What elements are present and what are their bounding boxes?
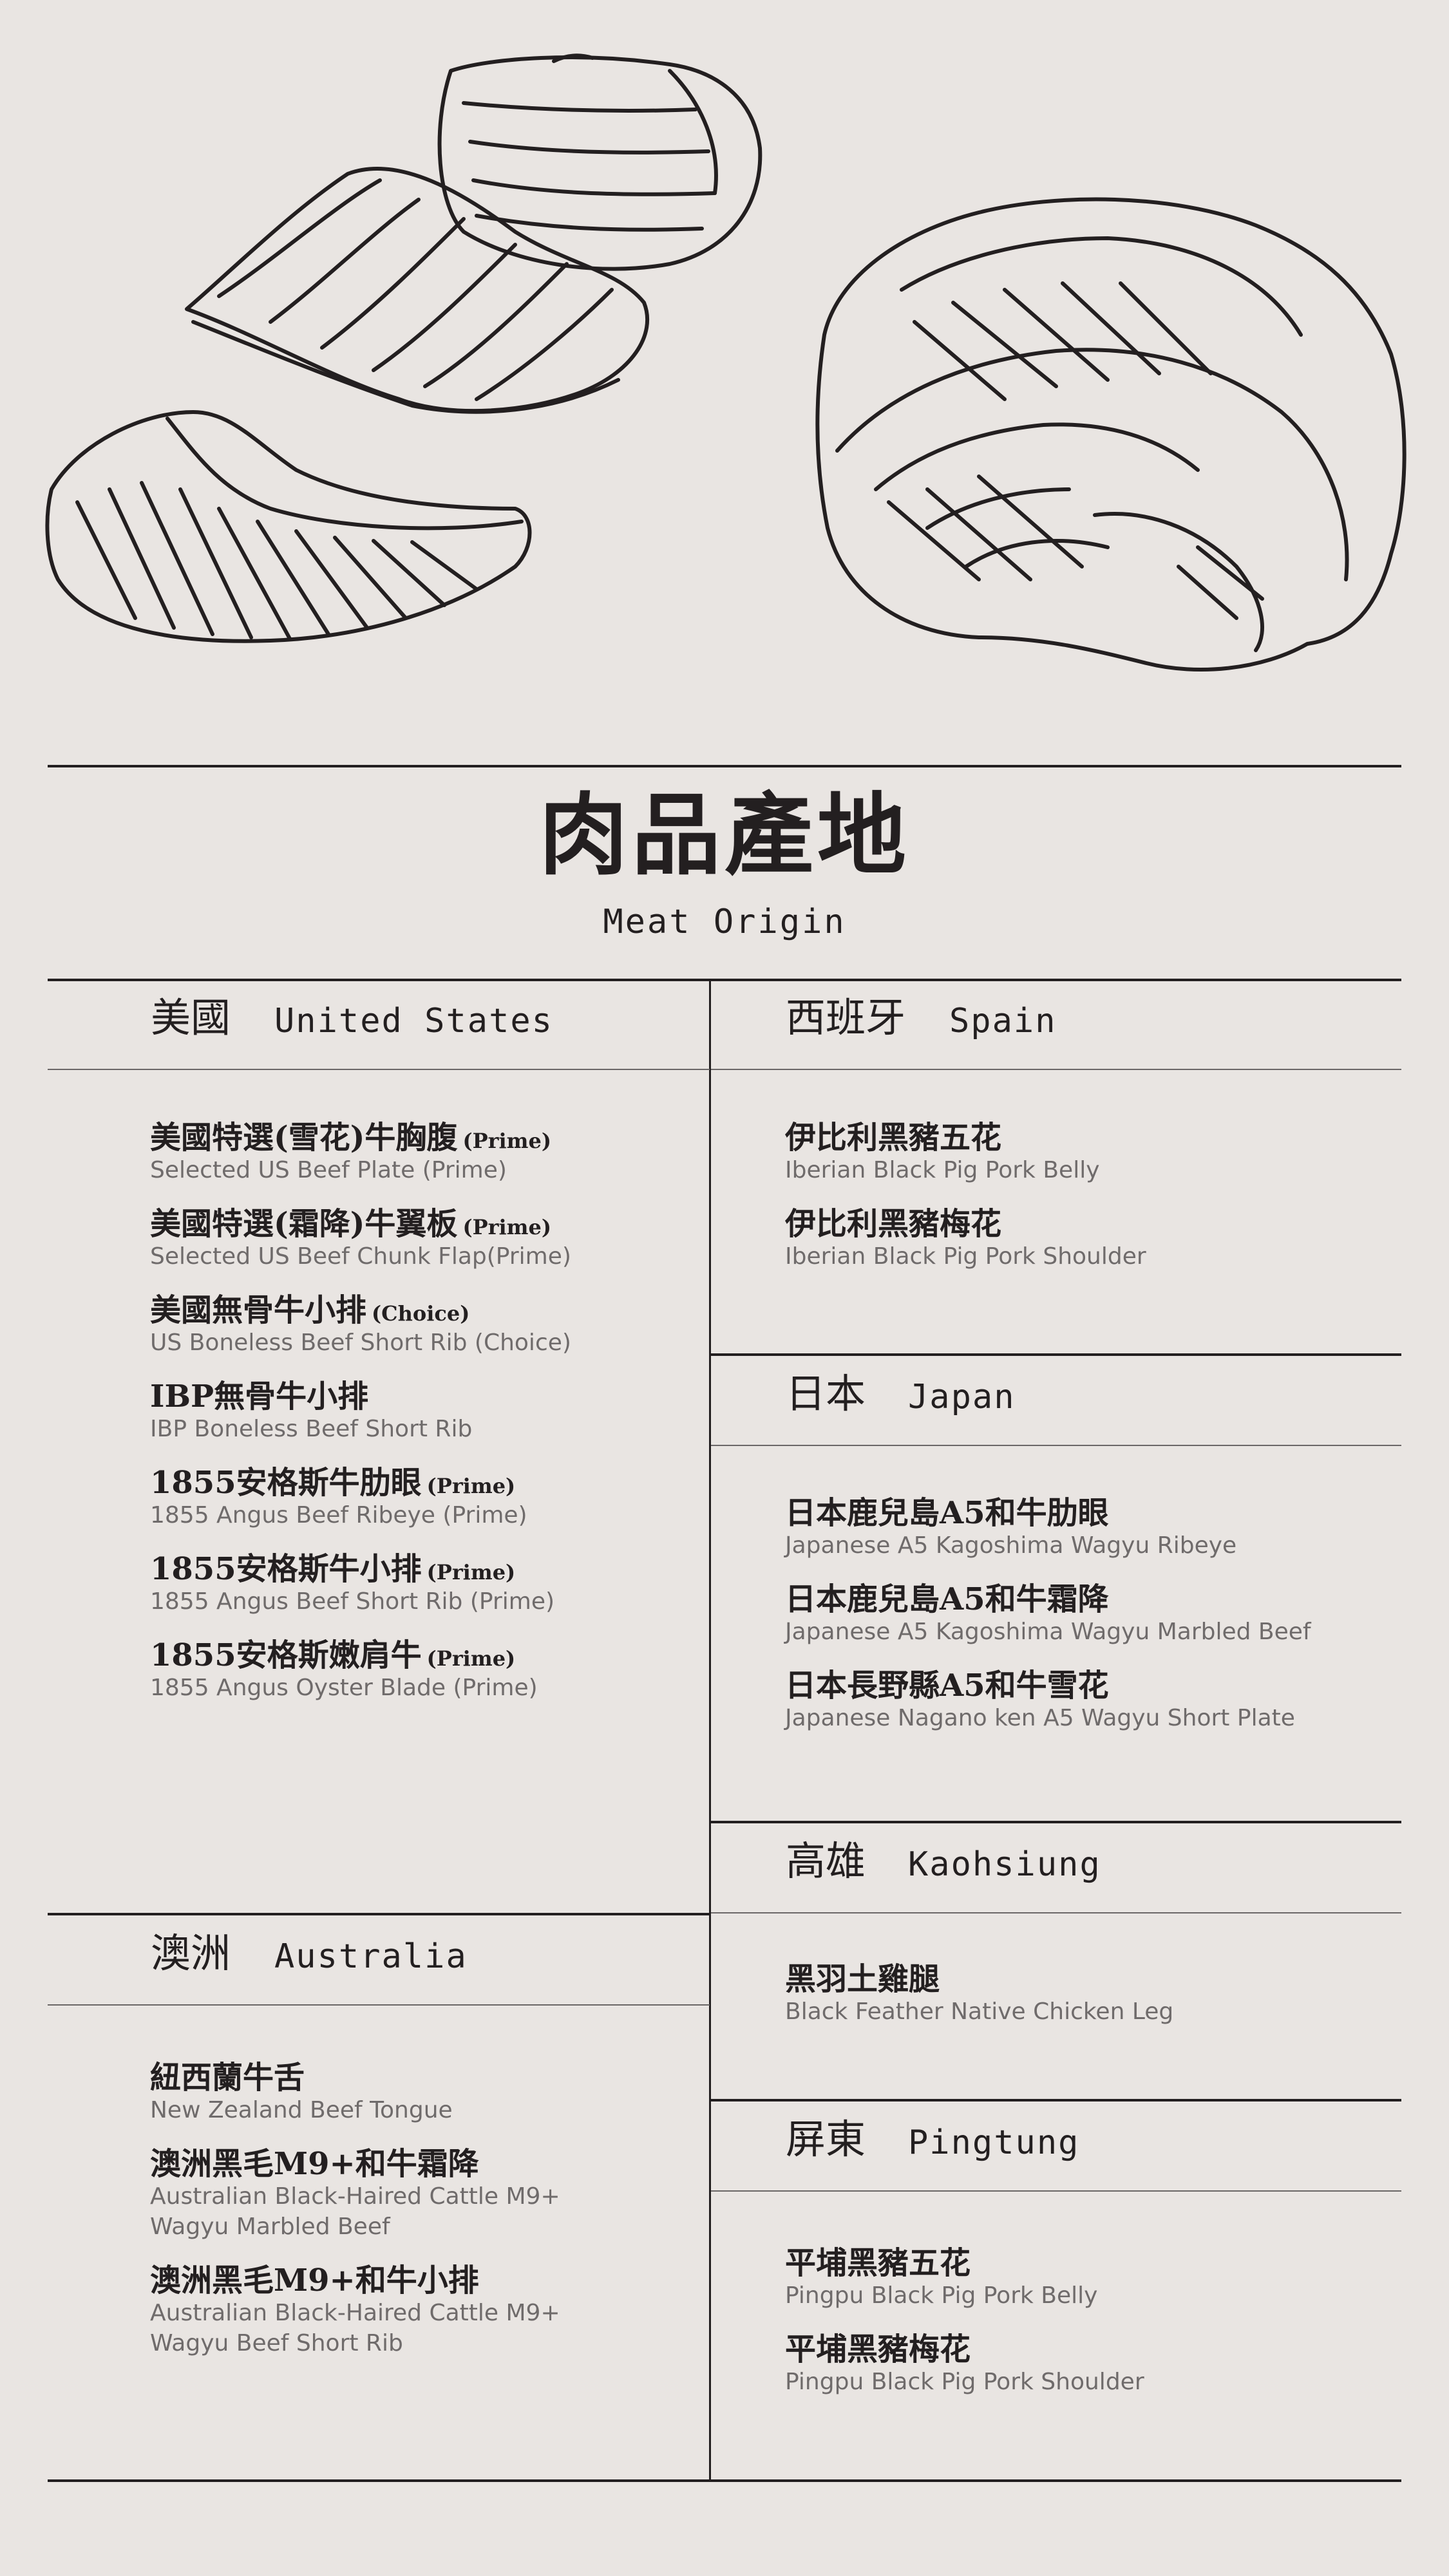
australia-top-rule <box>48 1913 710 1915</box>
item-name-en: Iberian Black Pig Pork Shoulder <box>785 1243 1146 1270</box>
section-title-en: Australia <box>274 1937 468 1976</box>
kaohsiung-top-rule <box>711 1821 1401 1823</box>
list-item: 美國無骨牛小排 (Choice) US Boneless Beef Short R… <box>150 1292 704 1359</box>
item-name-en: Japanese Nagano ken A5 Wagyu Short Plate <box>785 1705 1295 1732</box>
section-items-spain: 伊比利黑豬五花 Iberian Black Pig Pork Belly 伊比利… <box>785 1120 1397 1293</box>
item-name-cn: 美國特選(霜降)牛翼板 <box>150 1205 458 1242</box>
list-item: 澳洲黑毛M9+和牛小排 Australian Black-Haired Catt… <box>150 2262 704 2359</box>
item-name-en: Selected US Beef Plate (Prime) <box>150 1157 507 1184</box>
rib-rack-sketch <box>185 167 649 414</box>
item-name-cn: 日本長野縣A5和牛雪花 <box>785 1667 1109 1704</box>
list-item: 平埔黑豬五花 Pingpu Black Pig Pork Belly <box>785 2245 1397 2311</box>
item-name-cn: 平埔黑豬梅花 <box>785 2331 971 2367</box>
item-grade: (Choice) <box>372 1301 470 1326</box>
section-items-kaohsiung: 黑羽土雞腿 Black Feather Native Chicken Leg <box>785 1961 1397 2048</box>
item-name-cn: 平埔黑豬五花 <box>785 2245 971 2281</box>
item-name-en: Pingpu Black Pig Pork Shoulder <box>785 2369 1144 2396</box>
rib-slab-top-sketch <box>437 53 762 271</box>
item-name-en: 1855 Angus Oyster Blade (Prime) <box>150 1675 538 1702</box>
page-title-en: Meat Origin <box>603 903 846 941</box>
list-item: 黑羽土雞腿 Black Feather Native Chicken Leg <box>785 1961 1397 2027</box>
item-name-en: Japanese A5 Kagoshima Wagyu Marbled Beef <box>785 1619 1311 1646</box>
section-title-en: Japan <box>908 1378 1016 1416</box>
item-name-en: Japanese A5 Kagoshima Wagyu Ribeye <box>785 1532 1237 1559</box>
item-name-cn: 澳洲黑毛M9+和牛小排 <box>150 2262 479 2299</box>
bone-steak-sketch <box>45 410 532 643</box>
section-title-en: Pingtung <box>908 2123 1080 2162</box>
section-header-pingtung: 屏東 Pingtung <box>711 2101 1401 2192</box>
list-item: 紐西蘭牛舌 New Zealand Beef Tongue <box>150 2060 704 2126</box>
list-item: 1855安格斯嫩肩牛 (Prime) 1855 Angus Oyster Blad… <box>150 1637 704 1704</box>
section-title-en: Spain <box>949 1002 1057 1040</box>
item-name-en: 1855 Angus Beef Ribeye (Prime) <box>150 1502 527 1529</box>
section-title-cn: 高雄 <box>786 1838 866 1885</box>
section-items-united-states: 美國特選(雪花)牛胸腹 (Prime) Selected US Beef Plat… <box>150 1120 704 1724</box>
item-name-cn: 1855安格斯牛肋眼 <box>150 1464 422 1501</box>
item-name-en: Black Feather Native Chicken Leg <box>785 1998 1174 2026</box>
item-name-en: Pingpu Black Pig Pork Belly <box>785 2282 1098 2309</box>
section-header-spain: 西班牙 Spain <box>711 980 1401 1070</box>
item-grade: (Prime) <box>462 1214 552 1239</box>
item-grade: (Prime) <box>426 1559 516 1584</box>
item-grade: (Prime) <box>426 1646 516 1671</box>
item-name-cn: 伊比利黑豬梅花 <box>785 1205 1002 1242</box>
item-name-cn: 紐西蘭牛舌 <box>150 2060 305 2096</box>
section-title-en: United States <box>274 1002 553 1040</box>
item-name-en: Australian Black-Haired Cattle M9+ Wagyu… <box>150 2299 560 2356</box>
item-name-en: Selected US Beef Chunk Flap(Prime) <box>150 1243 571 1270</box>
item-name-cn: 澳洲黑毛M9+和牛霜降 <box>150 2145 479 2182</box>
item-name-en: Australian Black-Haired Cattle M9+ Wagyu… <box>150 2183 560 2240</box>
page-title-cn: 肉品產地 <box>538 782 910 887</box>
list-item: 伊比利黑豬梅花 Iberian Black Pig Pork Shoulder <box>785 1205 1397 1272</box>
bottom-rule <box>48 2479 1401 2482</box>
section-header-australia: 澳洲 Australia <box>48 1915 710 2006</box>
item-name-cn: 日本鹿兒島A5和牛肋眼 <box>785 1495 1109 1531</box>
section-title-cn: 西班牙 <box>786 994 906 1041</box>
list-item: 日本鹿兒島A5和牛霜降 Japanese A5 Kagoshima Wagyu … <box>785 1581 1397 1648</box>
item-name-en: 1855 Angus Beef Short Rib (Prime) <box>150 1588 555 1615</box>
list-item: IBP無骨牛小排 IBP Boneless Beef Short Rib <box>150 1378 704 1445</box>
title-bottom-rule <box>48 979 1401 981</box>
meat-sketch-illustration <box>45 53 1406 672</box>
item-name-cn: 美國無骨牛小排 <box>150 1292 367 1328</box>
item-name-cn: IBP無骨牛小排 <box>150 1378 369 1415</box>
list-item: 日本鹿兒島A5和牛肋眼 Japanese A5 Kagoshima Wagyu … <box>785 1495 1397 1561</box>
section-header-kaohsiung: 高雄 Kaohsiung <box>711 1823 1401 1913</box>
item-name-cn: 黑羽土雞腿 <box>785 1961 940 1997</box>
list-item: 日本長野縣A5和牛雪花 Japanese Nagano ken A5 Wagyu… <box>785 1668 1397 1734</box>
section-items-japan: 日本鹿兒島A5和牛肋眼 Japanese A5 Kagoshima Wagyu … <box>785 1495 1397 1754</box>
roast-sketch <box>815 197 1406 672</box>
list-item: 1855安格斯牛小排 (Prime) 1855 Angus Beef Short … <box>150 1550 704 1617</box>
column-divider <box>709 980 711 2481</box>
item-grade: (Prime) <box>462 1129 552 1153</box>
section-items-pingtung: 平埔黑豬五花 Pingpu Black Pig Pork Belly 平埔黑豬梅… <box>785 2245 1397 2418</box>
section-title-cn: 美國 <box>151 994 231 1041</box>
list-item: 平埔黑豬梅花 Pingpu Black Pig Pork Shoulder <box>785 2331 1397 2398</box>
list-item: 美國特選(霜降)牛翼板 (Prime) Selected US Beef Chun… <box>150 1205 704 1272</box>
list-item: 澳洲黑毛M9+和牛霜降 Australian Black-Haired Catt… <box>150 2145 704 2242</box>
section-title-cn: 日本 <box>786 1370 866 1417</box>
item-name-en: US Boneless Beef Short Rib (Choice) <box>150 1330 571 1357</box>
section-header-united-states: 美國 United States <box>48 980 710 1070</box>
section-items-australia: 紐西蘭牛舌 New Zealand Beef Tongue 澳洲黑毛M9+和牛霜… <box>150 2060 704 2380</box>
title-top-rule <box>48 765 1401 767</box>
item-name-cn: 美國特選(雪花)牛胸腹 <box>150 1120 458 1156</box>
item-name-en: New Zealand Beef Tongue <box>150 2097 453 2124</box>
item-name-en: IBP Boneless Beef Short Rib <box>150 1416 473 1443</box>
japan-top-rule <box>711 1353 1401 1356</box>
section-title-en: Kaohsiung <box>908 1845 1101 1884</box>
item-name-cn: 伊比利黑豬五花 <box>785 1120 1002 1156</box>
item-name-cn: 1855安格斯嫩肩牛 <box>150 1637 422 1673</box>
item-name-cn: 日本鹿兒島A5和牛霜降 <box>785 1581 1109 1617</box>
section-title-cn: 澳洲 <box>151 1930 231 1977</box>
item-name-en: Iberian Black Pig Pork Belly <box>785 1157 1100 1184</box>
pingtung-top-rule <box>711 2099 1401 2101</box>
list-item: 伊比利黑豬五花 Iberian Black Pig Pork Belly <box>785 1120 1397 1186</box>
list-item: 1855安格斯牛肋眼 (Prime) 1855 Angus Beef Ribeye… <box>150 1465 704 1531</box>
section-title-cn: 屏東 <box>786 2116 866 2163</box>
item-name-cn: 1855安格斯牛小排 <box>150 1550 422 1587</box>
list-item: 美國特選(雪花)牛胸腹 (Prime) Selected US Beef Plat… <box>150 1120 704 1186</box>
item-grade: (Prime) <box>426 1473 516 1498</box>
section-header-japan: 日本 Japan <box>711 1356 1401 1446</box>
